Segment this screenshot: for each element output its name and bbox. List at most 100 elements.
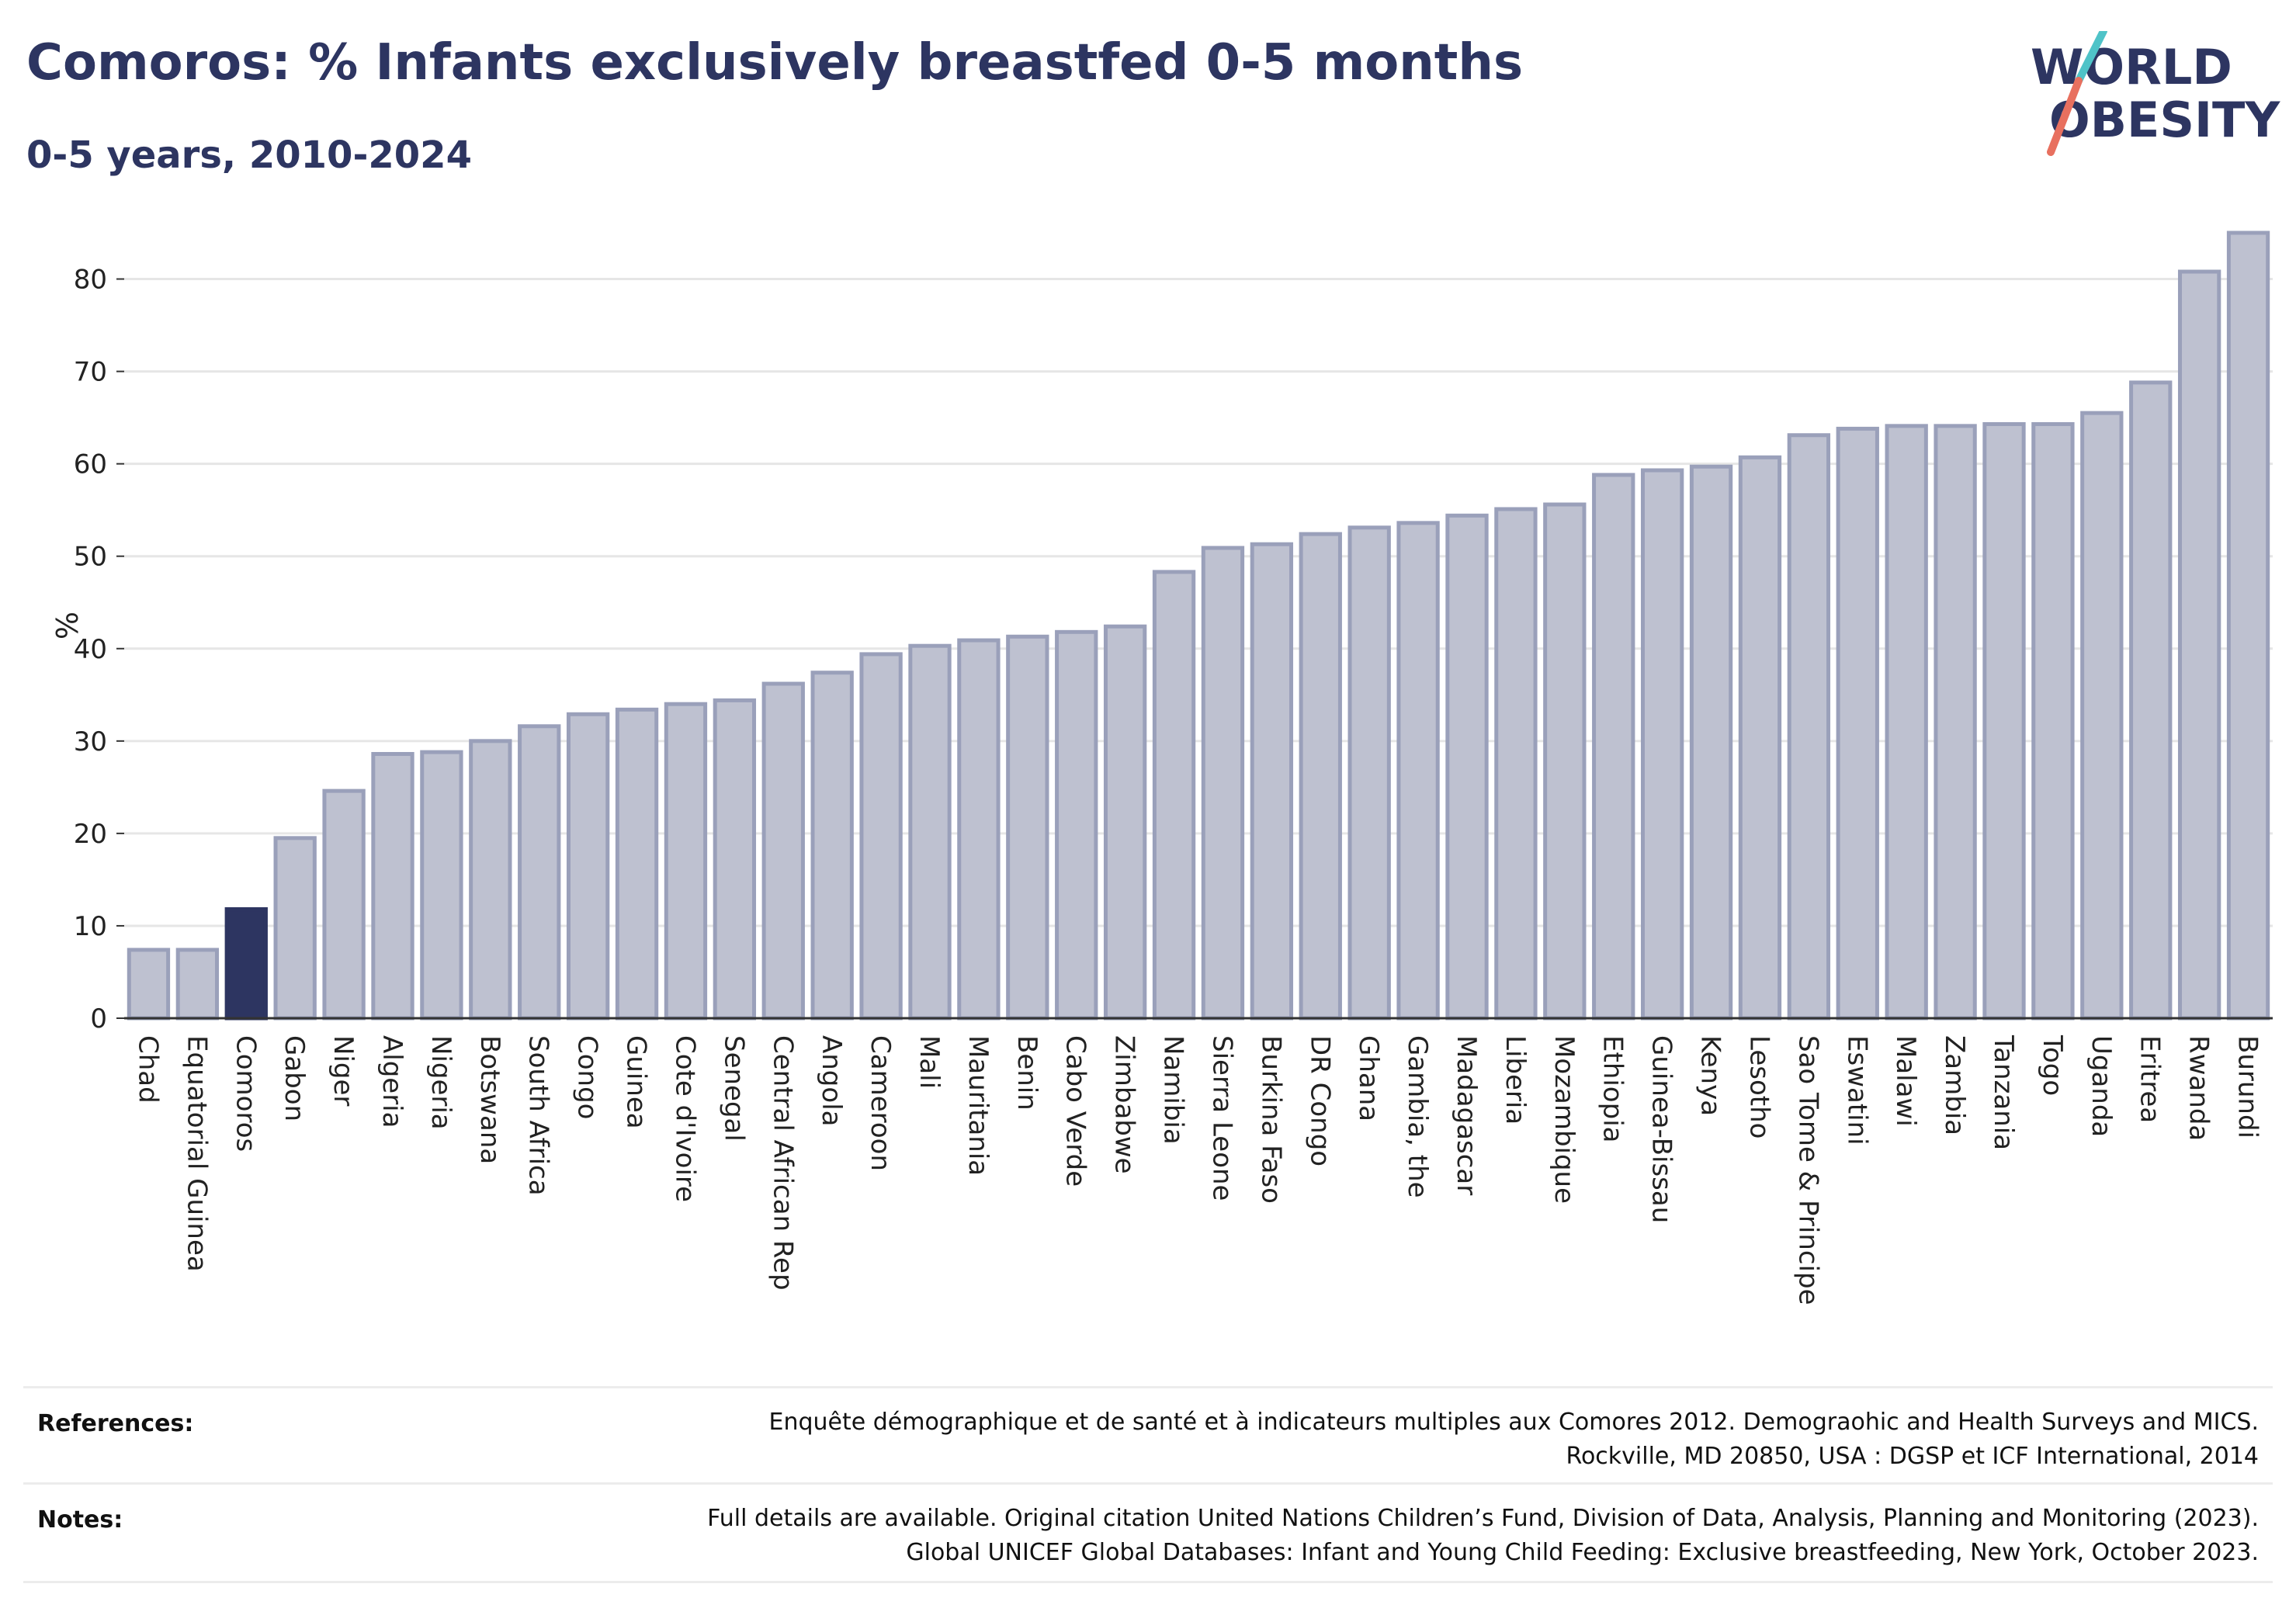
footer: References: Enquête démographique et de … [23,1386,2273,1583]
bar-guinea-bissau [1640,468,1684,1021]
x-tick-label: Angola [816,1035,847,1126]
x-tick-label: Madagascar [1451,1035,1482,1195]
bar-cote-d-ivoire [664,702,708,1021]
y-axis-label: % [49,612,83,639]
bar-comoros [224,907,268,1021]
bar-uganda [2080,411,2124,1021]
bar-cameroon [859,652,903,1021]
bar-niger [322,788,366,1021]
x-tick-label: Lesotho [1743,1035,1774,1139]
bar-rwanda [2177,269,2221,1021]
y-tick-label: 0 [90,1003,107,1035]
world-obesity-logo: WORLD OBESITY [2031,31,2280,156]
y-tick-label: 80 [74,265,107,296]
bar-mali [908,643,952,1021]
bar-nigeria [420,750,463,1021]
bar-angola [810,671,854,1021]
bar-central-african-rep [761,681,805,1021]
bar-equatorial-guinea [175,948,220,1021]
x-tick-label: Cameroon [865,1035,896,1171]
x-tick-label: Uganda [2086,1035,2117,1137]
logo-line1: WORLD [2031,39,2232,95]
bar-algeria [371,751,414,1021]
bar-mauritania [957,638,1001,1021]
x-tick-label: Mali [914,1035,945,1089]
x-tick-label: Sierra Leone [1206,1035,1237,1201]
bar-zambia [1934,424,1977,1021]
x-tick-label: Central African Rep [767,1035,798,1291]
y-tick-label: 50 [74,542,107,573]
logo-slash-top [2075,31,2107,85]
x-tick-label: Botswana [474,1035,505,1164]
x-tick-label: Gabon [279,1035,310,1121]
notes-row: Notes: Full details are available. Origi… [23,1482,2273,1583]
bar-tanzania [1982,421,2026,1021]
x-tick-label: Mauritania [962,1035,994,1176]
y-tick-label: 70 [74,357,107,388]
logo-line2: OBESITY [2049,92,2280,148]
bar-senegal [713,698,757,1021]
x-tick-label: Burundi [2232,1035,2263,1139]
bar-zimbabwe [1103,624,1147,1021]
bar-togo [2031,421,2075,1021]
x-tick-label: Guinea [621,1035,652,1129]
notes-label: Notes: [37,1506,123,1534]
x-tick-label: Kenya [1695,1035,1726,1116]
x-tick-label: Equatorial Guinea [181,1035,212,1272]
logo-slash-bottom [2047,77,2083,156]
x-tick-label: Zimbabwe [1109,1035,1140,1174]
x-tick-label: Benin [1011,1035,1042,1111]
y-tick-label: 30 [74,726,107,757]
bar-gabon [273,836,317,1021]
bar-south-africa [518,724,561,1021]
bar-benin [1006,634,1049,1021]
bar-sao-tome-principe [1787,433,1831,1021]
bar-mozambique [1543,502,1587,1021]
bar-sierra-leone [1201,546,1245,1021]
bar-burkina-faso [1250,542,1294,1021]
chart-subtitle: 0-5 years, 2010-2024 [26,133,472,177]
bar-gambia-the [1396,521,1440,1021]
x-tick-label: Congo [572,1035,603,1119]
notes-line2: Global UNICEF Global Databases: Infant a… [906,1539,2259,1566]
x-tick-label: Sao Tome & Principe [1792,1035,1823,1305]
y-tick-label: 40 [74,634,107,665]
bar-dr-congo [1299,532,1342,1021]
bar-botswana [469,739,512,1021]
x-tick-label: Ethiopia [1597,1035,1628,1142]
bar-burundi [2226,230,2270,1021]
x-tick-label: Gambia, the [1402,1035,1433,1198]
x-tick-label: Tanzania [1988,1035,2019,1150]
x-tick-label: DR Congo [1304,1035,1335,1166]
x-tick-label: South Africa [523,1035,554,1196]
x-tick-label: Guinea-Bissau [1646,1035,1677,1223]
bar-chart: 0 10 20 30 40 50 60 70 80% Chad Equatorial Guinea C… [49,230,2273,1305]
references-line2: Rockville, MD 20850, USA : DGSP et ICF I… [1566,1443,2259,1470]
references-line1: Enquête démographique et de santé et à i… [768,1409,2259,1436]
bar-madagascar [1445,513,1489,1021]
x-tick-label: Eswatini [1841,1035,1872,1145]
x-tick-label: Rwanda [2183,1035,2214,1141]
x-tick-label: Senegal [718,1035,749,1142]
bar-eswatini [1836,426,1879,1021]
bar-chad [127,948,171,1021]
x-tick-label: Niger [328,1035,359,1106]
references-label: References: [37,1410,194,1437]
x-tick-label: Namibia [1158,1035,1189,1145]
chart-title: Comoros: % Infants exclusively breastfed… [26,34,1524,92]
x-tick-label: Chad [132,1035,163,1104]
bar-kenya [1689,464,1733,1021]
x-tick-label: Mozambique [1549,1035,1580,1204]
bar-congo [566,712,610,1021]
y-tick-label: 20 [74,819,107,850]
references-text: Enquête démographique et de santé et à i… [769,1405,2259,1474]
x-tick-label: Togo [2037,1035,2068,1096]
bar-guinea [615,707,659,1021]
x-tick-label: Ghana [1353,1035,1384,1121]
bar-ghana [1347,525,1391,1021]
x-tick-label: Eritrea [2135,1035,2166,1123]
x-tick-label: Nigeria [425,1035,456,1130]
x-tick-label: Comoros [230,1035,261,1152]
x-tick-label: Cote d'Ivoire [669,1035,700,1202]
bar-malawi [1885,424,1928,1021]
